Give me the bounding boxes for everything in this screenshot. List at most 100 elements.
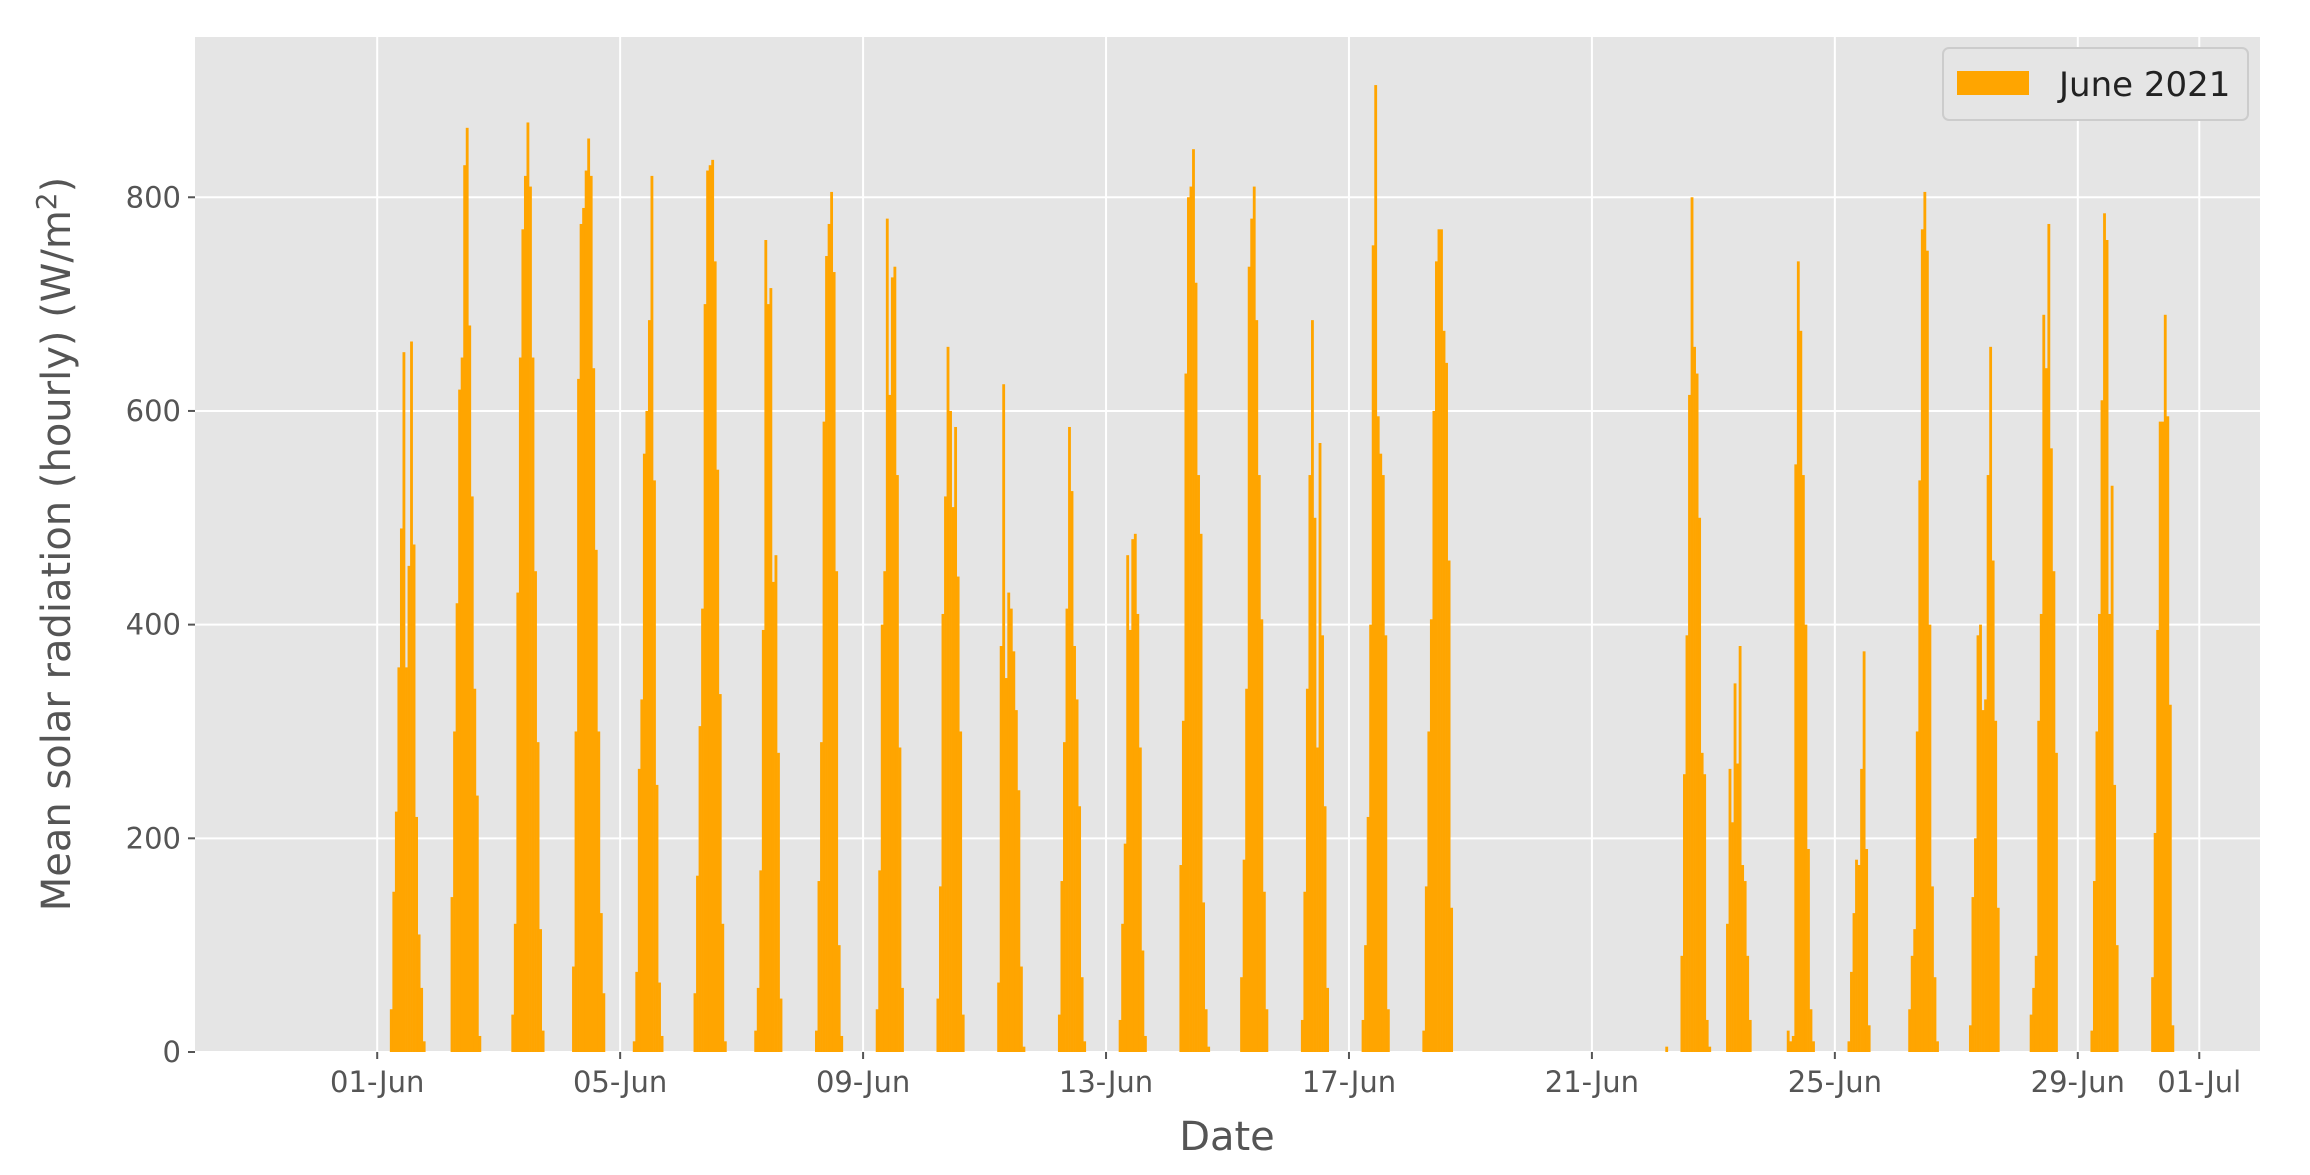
y-tick-label: 400	[126, 608, 181, 642]
radiation-bar	[1321, 635, 1324, 1052]
radiation-bar	[653, 480, 656, 1052]
radiation-bar	[1794, 464, 1798, 1052]
radiation-bar	[1308, 475, 1312, 1052]
radiation-bar	[536, 742, 540, 1052]
plot-area	[195, 37, 2260, 1052]
radiation-bar	[2171, 1025, 2175, 1052]
radiation-bar	[1326, 987, 1330, 1052]
radiation-bar	[640, 699, 644, 1052]
radiation-bar	[1867, 1025, 1871, 1052]
radiation-bar	[1078, 806, 1082, 1052]
radiation-bar	[587, 138, 591, 1052]
radiation-bar	[1384, 635, 1388, 1052]
radiation-bar	[1131, 539, 1135, 1052]
radiation-bar	[1376, 416, 1380, 1052]
radiation-bar	[397, 667, 401, 1052]
radiation-bar	[1850, 971, 1853, 1052]
radiation-bar	[389, 1009, 393, 1052]
radiation-bar	[1136, 613, 1140, 1052]
y-axis-title-main: Mean solar radiation (hourly) (W/m	[34, 210, 80, 911]
radiation-bar	[1700, 752, 1704, 1052]
radiation-bar	[402, 352, 406, 1052]
radiation-bar	[1143, 1035, 1147, 1052]
radiation-bar	[1812, 1041, 1815, 1052]
radiation-bar	[516, 592, 520, 1052]
radiation-bar	[455, 603, 459, 1052]
radiation-bar	[1141, 950, 1145, 1052]
radiation-bar	[599, 913, 603, 1052]
radiation-bar	[820, 742, 823, 1052]
radiation-bar	[946, 346, 950, 1053]
radiation-bar	[635, 971, 639, 1052]
radiation-bar	[2047, 223, 2051, 1053]
radiation-bar	[1063, 742, 1066, 1052]
radiation-bar	[2113, 784, 2117, 1052]
radiation-bar	[2115, 945, 2119, 1052]
radiation-bar	[997, 982, 1001, 1052]
radiation-bar	[1738, 646, 1742, 1052]
radiation-bar	[473, 688, 477, 1052]
radiation-bar	[817, 881, 821, 1052]
radiation-bar	[647, 320, 651, 1052]
radiation-bar	[1435, 261, 1438, 1052]
radiation-bar	[825, 256, 828, 1052]
radiation-bar	[1801, 475, 1805, 1052]
radiation-bar	[954, 426, 958, 1053]
radiation-bar	[407, 565, 411, 1052]
radiation-bar	[1305, 688, 1309, 1052]
radiation-bar	[1731, 822, 1734, 1052]
radiation-bar	[1847, 1041, 1851, 1052]
radiation-bar	[2163, 314, 2167, 1052]
radiation-bar	[1986, 475, 1990, 1052]
radiation-bar	[1255, 320, 1259, 1052]
radiation-bar	[830, 191, 834, 1053]
radiation-bar	[2032, 987, 2036, 1052]
x-tick-label: 29-Jun	[2031, 1065, 2125, 1099]
radiation-bar	[1083, 1041, 1087, 1052]
radiation-bar	[655, 784, 659, 1052]
radiation-bar	[1371, 245, 1375, 1053]
radiation-bar	[951, 507, 955, 1052]
radiation-bar	[1862, 651, 1866, 1052]
radiation-bar	[1369, 624, 1373, 1052]
radiation-bar	[2037, 720, 2041, 1052]
radiation-bar	[696, 875, 699, 1052]
radiation-bar	[1427, 731, 1431, 1052]
radiation-bar	[708, 165, 712, 1052]
radiation-bar	[511, 1014, 515, 1052]
radiation-bar	[1680, 955, 1684, 1052]
radiation-bar	[2055, 752, 2058, 1052]
x-tick-label: 01-Jul	[2157, 1065, 2241, 1099]
radiation-bar	[1733, 683, 1737, 1052]
radiation-bar	[658, 982, 661, 1052]
radiation-bar	[2168, 704, 2172, 1052]
radiation-bar	[1250, 218, 1254, 1052]
radiation-bar	[693, 993, 697, 1052]
radiation-bar	[2105, 240, 2109, 1052]
radiation-bar	[875, 1009, 879, 1052]
radiation-bar	[1432, 410, 1436, 1052]
radiation-bar	[1361, 1019, 1365, 1052]
radiation-bar	[1705, 1019, 1709, 1052]
radiation-bar	[518, 357, 522, 1052]
radiation-bar	[582, 207, 586, 1052]
radiation-bar	[1789, 1041, 1793, 1052]
radiation-bar	[1450, 907, 1454, 1052]
radiation-bar	[1207, 1046, 1211, 1052]
radiation-bar	[1007, 592, 1011, 1052]
radiation-bar	[645, 410, 649, 1052]
radiation-bar	[637, 768, 641, 1052]
radiation-bar	[1693, 346, 1696, 1053]
x-tick-label: 17-Jun	[1302, 1065, 1396, 1099]
radiation-bar	[1187, 197, 1190, 1052]
radiation-bar	[1703, 774, 1707, 1052]
radiation-bar	[1316, 747, 1319, 1052]
radiation-bar	[716, 469, 720, 1053]
x-axis-title: Date	[1179, 1114, 1275, 1160]
radiation-bar	[478, 1035, 482, 1052]
radiation-bar	[650, 175, 654, 1052]
radiation-bar	[880, 624, 884, 1052]
radiation-bar	[642, 453, 646, 1052]
radiation-bar	[1204, 1009, 1208, 1052]
